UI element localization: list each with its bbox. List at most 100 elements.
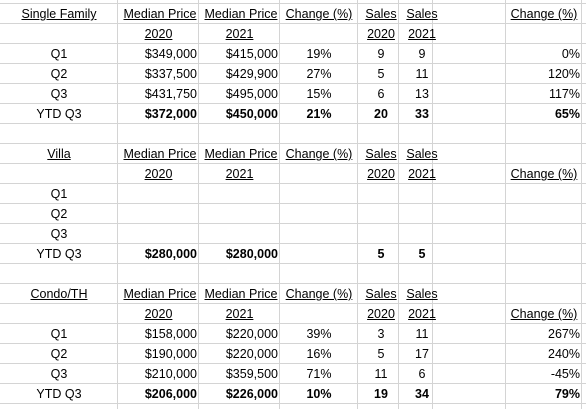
header-sales-2020: Sales <box>365 7 397 21</box>
row-label: Q2 <box>50 67 68 81</box>
header-sales-year-2020: 2020 <box>367 307 395 321</box>
median-price-2021: $220,000 <box>225 327 278 341</box>
price-change: 21% <box>306 107 332 121</box>
sales-2021: 5 <box>418 247 426 261</box>
sales-2021: 11 <box>415 327 429 341</box>
sales-2021: 34 <box>415 387 429 401</box>
median-price-2021 <box>199 184 280 204</box>
header-median-price-2020: Median Price <box>123 7 197 21</box>
header-sales-year-2021: 2021 <box>408 27 436 41</box>
row-label: Q1 <box>50 47 68 61</box>
sales-change: 267% <box>548 327 580 341</box>
sales-change: 117% <box>548 87 580 101</box>
header-year-2021: 2021 <box>225 27 254 41</box>
median-price-2020 <box>118 204 199 224</box>
sales-2020: 3 <box>377 327 385 341</box>
price-change: 39% <box>306 327 332 341</box>
sales-2020: 11 <box>374 367 388 381</box>
sales-2021: 13 <box>415 87 429 101</box>
header-price-change: Change (%) <box>285 287 353 301</box>
price-change: 15% <box>306 87 332 101</box>
sales-change <box>506 224 582 244</box>
header-year-2020: 2020 <box>144 307 173 321</box>
sales-change <box>506 244 582 264</box>
median-price-2020: $337,500 <box>144 67 197 81</box>
header-year-2020: 2020 <box>144 27 173 41</box>
sales-change: 79% <box>554 387 580 401</box>
sales-2021 <box>399 184 445 204</box>
header-median-price-2021: Median Price <box>204 7 278 21</box>
row-label: Q3 <box>50 367 68 381</box>
header-year-2021: 2021 <box>225 167 254 181</box>
sales-2020: 5 <box>377 347 385 361</box>
sales-2020: 19 <box>374 387 388 401</box>
row-label: YTD Q3 <box>36 387 82 401</box>
sales-2020 <box>358 204 404 224</box>
sales-change <box>506 184 582 204</box>
median-price-2021: $450,000 <box>225 107 278 121</box>
header-sales-2020: Sales <box>365 287 397 301</box>
header-sales-change: Change (%) <box>510 167 578 181</box>
price-change <box>280 184 358 204</box>
sales-change: -45% <box>550 367 580 381</box>
sales-change <box>506 204 582 224</box>
section-title: Villa <box>47 147 71 161</box>
sales-change: 240% <box>548 347 580 361</box>
sales-2021: 17 <box>415 347 429 361</box>
header-sales-year-2021: 2021 <box>408 167 436 181</box>
median-price-2021: $495,000 <box>225 87 278 101</box>
header-median-price-2020: Median Price <box>123 147 197 161</box>
median-price-2020: $349,000 <box>144 47 197 61</box>
median-price-2020: $280,000 <box>144 247 197 261</box>
median-price-2021: $359,500 <box>225 367 278 381</box>
header-median-price-2021: Median Price <box>204 287 278 301</box>
section-title: Single Family <box>21 7 97 21</box>
row-label: YTD Q3 <box>36 247 82 261</box>
header-sales-2020: Sales <box>365 147 397 161</box>
section-title: Condo/TH <box>30 287 88 301</box>
sales-2020: 6 <box>377 87 385 101</box>
sales-2020: 5 <box>377 247 385 261</box>
row-label: Q3 <box>50 227 68 241</box>
price-change: 16% <box>306 347 332 361</box>
header-sales-year-2020: 2020 <box>367 167 395 181</box>
header-year-2021: 2021 <box>225 307 254 321</box>
header-sales-2021: Sales <box>406 7 438 21</box>
row-label: Q3 <box>50 87 68 101</box>
header-median-price-2021: Median Price <box>204 147 278 161</box>
sales-2020 <box>358 224 404 244</box>
sales-2020: 20 <box>374 107 388 121</box>
price-change: 27% <box>306 67 332 81</box>
header-price-change: Change (%) <box>285 147 353 161</box>
row-label: Q2 <box>50 207 68 221</box>
price-change: 10% <box>306 387 332 401</box>
sales-2020 <box>358 184 404 204</box>
sales-2021: 6 <box>418 367 426 381</box>
sales-2021: 11 <box>415 67 429 81</box>
sales-2021 <box>399 224 445 244</box>
price-change: 71% <box>306 367 332 381</box>
median-price-2020 <box>118 184 199 204</box>
sales-2021 <box>399 204 445 224</box>
median-price-2020: $158,000 <box>144 327 197 341</box>
median-price-2020: $190,000 <box>144 347 197 361</box>
price-change: 19% <box>306 47 332 61</box>
median-price-2020: $372,000 <box>144 107 197 121</box>
header-year-2020: 2020 <box>144 167 173 181</box>
sales-change: 0% <box>561 47 580 61</box>
row-label: Q1 <box>50 187 68 201</box>
median-price-2021 <box>199 224 280 244</box>
header-price-change: Change (%) <box>285 7 353 21</box>
header-median-price-2020: Median Price <box>123 287 197 301</box>
header-sales-change: Change (%) <box>510 7 578 21</box>
median-price-2021: $429,900 <box>225 67 278 81</box>
sales-2020: 9 <box>377 47 385 61</box>
sales-change: 65% <box>554 107 580 121</box>
median-price-2021 <box>199 204 280 224</box>
sales-2020: 5 <box>377 67 385 81</box>
header-sales-change: Change (%) <box>510 307 578 321</box>
price-change <box>280 204 358 224</box>
header-sales-year-2020: 2020 <box>367 27 395 41</box>
row-label: YTD Q3 <box>36 107 82 121</box>
